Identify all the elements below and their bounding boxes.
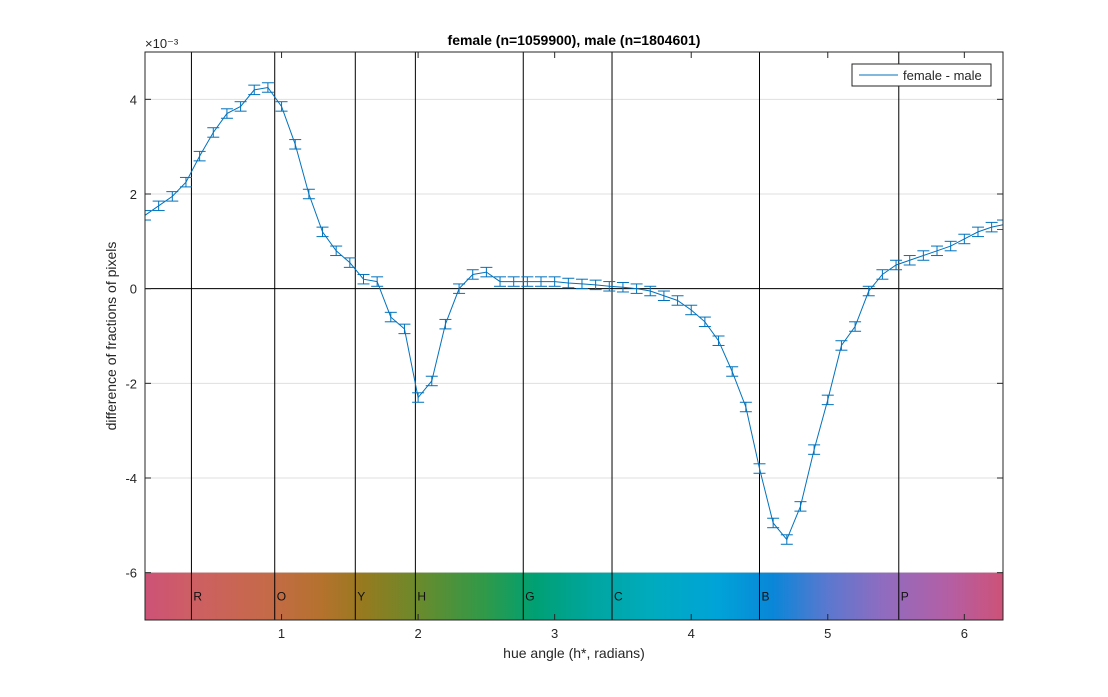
error-bar [521, 276, 534, 287]
error-bar [207, 127, 220, 138]
y-tick-label: 0 [130, 282, 137, 297]
x-tick-label: 2 [414, 626, 421, 641]
error-bar [630, 283, 643, 294]
error-bar [862, 285, 875, 297]
error-bar [767, 517, 780, 529]
error-bar [876, 269, 889, 280]
error-bar [958, 233, 971, 245]
hue-band-letter: C [614, 589, 623, 603]
error-bar [466, 269, 479, 280]
error-bar [371, 276, 384, 287]
error-bar [685, 304, 698, 316]
error-bar [726, 366, 739, 377]
error-bar [739, 401, 752, 413]
axes-box [144, 51, 1004, 621]
series-female-minus-male [144, 82, 1004, 545]
y-tick-label: -4 [125, 471, 137, 486]
error-bar [917, 250, 930, 261]
hue-boundary-lines [190, 52, 900, 620]
error-bar [657, 290, 670, 301]
error-bar [357, 273, 370, 285]
error-bar [289, 139, 302, 150]
hue-colorbar [145, 572, 1003, 620]
error-bar [412, 392, 425, 403]
x-tick-label: 3 [551, 626, 558, 641]
error-bar [562, 277, 575, 289]
error-bar [835, 340, 848, 351]
error-bar [794, 501, 807, 512]
y-exponent-label: ×10⁻³ [145, 36, 179, 51]
chart-title: female (n=1059900), male (n=1804601) [448, 32, 701, 48]
error-bar [753, 463, 766, 474]
error-bar [890, 259, 903, 271]
legend-entry: female - male [903, 68, 982, 83]
error-bar [234, 101, 247, 112]
hue-band-letter: H [417, 589, 426, 603]
error-bar [821, 394, 834, 406]
y-axis-label: difference of fractions of pixels [103, 242, 119, 431]
error-bar [261, 82, 274, 93]
error-bar [616, 282, 629, 293]
y-tick-label: -6 [125, 566, 137, 581]
error-bar [971, 226, 984, 238]
error-bar [507, 276, 520, 287]
x-tick-label: 1 [278, 626, 285, 641]
error-bar [220, 108, 233, 119]
hue-band-letter: P [901, 589, 909, 603]
error-bar [671, 295, 684, 306]
error-bar [193, 150, 206, 162]
error-bar [698, 316, 711, 328]
error-bar [780, 534, 793, 545]
hue-band-letter: G [525, 589, 534, 603]
error-bar [480, 266, 493, 278]
x-tick-label: 5 [824, 626, 831, 641]
error-bar [316, 226, 329, 238]
error-bar [439, 318, 452, 330]
hue-band-letter: Y [357, 589, 365, 603]
colorbar-strip [145, 572, 1003, 620]
error-bar [398, 323, 411, 335]
error-bar [985, 221, 998, 233]
error-bar [384, 311, 397, 323]
axes-background [145, 52, 1003, 620]
error-bar [275, 101, 288, 112]
axis-ticks: 1 2 3 4 5 6 -6 -4 -2 0 2 4 [125, 52, 1003, 641]
error-bar [343, 257, 356, 268]
legend: female - male [851, 63, 992, 87]
y-tick-label: 4 [130, 92, 137, 107]
error-bar [589, 279, 602, 291]
error-bar [944, 240, 957, 252]
error-bar [575, 278, 588, 290]
y-tick-label: -2 [125, 376, 137, 391]
error-bar [330, 245, 343, 257]
error-bar [179, 176, 192, 188]
x-tick-label: 4 [688, 626, 695, 641]
error-bar [494, 276, 507, 287]
error-bar [903, 255, 916, 266]
x-axis-label: hue angle (h*, radians) [503, 645, 645, 661]
x-tick-label: 6 [961, 626, 968, 641]
hue-band-letter: B [761, 589, 769, 603]
error-bar [453, 283, 466, 294]
error-bar [603, 281, 616, 292]
error-bar [248, 84, 261, 96]
error-bar [302, 188, 315, 200]
error-bar [644, 285, 657, 297]
hue-band-letter: O [277, 589, 286, 603]
error-bar [808, 444, 821, 455]
error-bar [849, 321, 862, 332]
legend-box [851, 63, 992, 87]
error-bar [712, 335, 725, 346]
y-tick-label: 2 [130, 187, 137, 202]
error-bar [152, 200, 165, 212]
error-bar [166, 191, 179, 202]
error-bar [425, 375, 438, 387]
hue-band-letter: R [193, 589, 202, 603]
error-bar [931, 245, 944, 257]
error-bar [548, 276, 561, 287]
error-bar [535, 276, 548, 287]
series-line [144, 86, 1004, 541]
